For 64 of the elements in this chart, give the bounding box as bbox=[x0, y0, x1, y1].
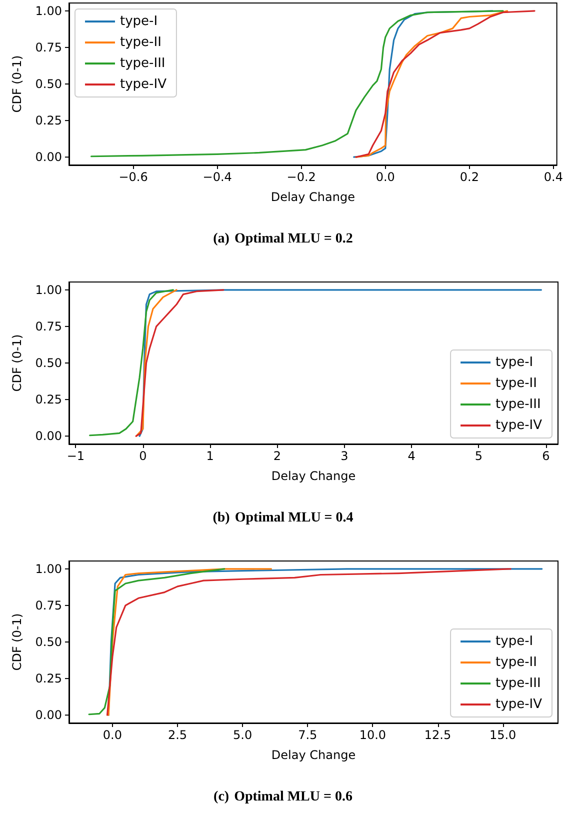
line-series bbox=[108, 568, 272, 716]
x-tick-label: −1 bbox=[66, 449, 85, 463]
x-axis-title: Delay Change bbox=[270, 190, 355, 204]
x-tick-label: 10.0 bbox=[359, 728, 386, 742]
line-series bbox=[135, 289, 178, 437]
line-series bbox=[89, 289, 174, 436]
text: (b) Optimal MLU = 0.4 bbox=[212, 510, 354, 526]
legend-label: type-I bbox=[496, 634, 534, 649]
y-axis-title: CDF (0-1) bbox=[10, 613, 24, 671]
y-axis-title: CDF (0-1) bbox=[10, 334, 24, 392]
y-axis-title: CDF (0-1) bbox=[10, 55, 24, 113]
y-tick-label: 0.00 bbox=[35, 708, 62, 722]
x-tick-label: 2 bbox=[273, 449, 282, 463]
y-tick-label: 0.50 bbox=[35, 635, 62, 649]
y-tick-label: 1.00 bbox=[35, 562, 62, 576]
x-tick-label: 0.2 bbox=[460, 170, 479, 184]
y-tick-label: 0.75 bbox=[35, 598, 62, 612]
text: (c) Optimal MLU = 0.6 bbox=[214, 790, 352, 804]
y-tick-label: 0.75 bbox=[35, 319, 62, 334]
x-tick-label: 2.5 bbox=[168, 728, 188, 742]
line-series bbox=[135, 289, 224, 437]
legend-label: type-III bbox=[120, 56, 166, 71]
legend-label: type-IV bbox=[496, 418, 542, 433]
legend-label: type-I bbox=[496, 355, 534, 370]
y-tick-label: 0.50 bbox=[35, 77, 62, 91]
x-tick-label: 0 bbox=[139, 449, 147, 463]
x-tick-label: 12.5 bbox=[424, 728, 452, 742]
legend-label: type-II bbox=[496, 655, 537, 670]
legend-label: type-IV bbox=[496, 697, 542, 712]
x-tick-label: 6 bbox=[542, 449, 550, 463]
x-axis-title: Delay Change bbox=[271, 748, 356, 762]
y-tick-label: 0.25 bbox=[35, 392, 62, 407]
x-tick-label: 4 bbox=[408, 449, 416, 463]
legend-label: type-IV bbox=[120, 77, 167, 92]
x-tick-label: 15.0 bbox=[489, 728, 516, 742]
y-tick-label: 0.25 bbox=[35, 114, 62, 128]
legend-label: type-II bbox=[120, 35, 162, 50]
text: (a) Optimal MLU = 0.2 bbox=[213, 232, 353, 246]
line-series bbox=[138, 289, 542, 437]
legend-label: type-III bbox=[496, 676, 541, 691]
y-tick-label: 1.00 bbox=[35, 282, 62, 297]
y-tick-label: 1.00 bbox=[35, 4, 62, 18]
x-tick-label: −0.2 bbox=[286, 170, 316, 184]
y-tick-label: 0.75 bbox=[35, 40, 62, 54]
legend-label: type-II bbox=[496, 376, 537, 391]
legend-label: type-I bbox=[120, 14, 158, 29]
line-series bbox=[90, 10, 504, 158]
x-axis-title: Delay Change bbox=[271, 469, 356, 483]
x-tick-label: 5.0 bbox=[233, 728, 252, 742]
x-tick-label: 0.0 bbox=[102, 728, 122, 742]
x-tick-label: 5 bbox=[474, 449, 483, 463]
x-tick-label: 0.0 bbox=[376, 170, 395, 184]
x-tick-label: 0.4 bbox=[544, 170, 564, 184]
y-tick-label: 0.00 bbox=[35, 150, 62, 164]
x-tick-label: −0.6 bbox=[118, 170, 148, 184]
x-tick-label: 3 bbox=[340, 449, 348, 463]
x-tick-label: 1 bbox=[206, 449, 214, 463]
y-tick-label: 0.00 bbox=[35, 429, 62, 444]
x-tick-label: −0.4 bbox=[202, 170, 232, 184]
legend-label: type-III bbox=[496, 397, 541, 412]
y-tick-label: 0.50 bbox=[35, 356, 62, 370]
x-tick-label: 7.5 bbox=[298, 728, 318, 742]
y-tick-label: 0.25 bbox=[35, 672, 62, 686]
line-series bbox=[88, 568, 226, 716]
